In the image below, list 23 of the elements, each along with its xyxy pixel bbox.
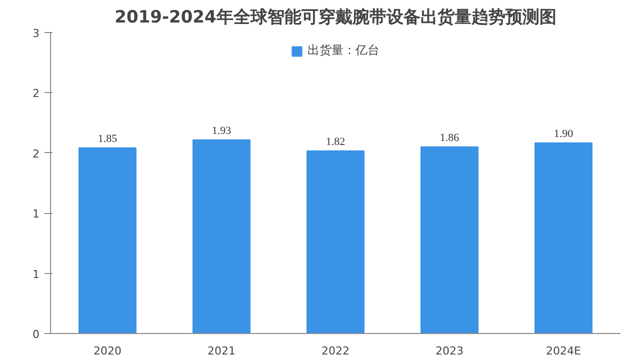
x-tick-label: 2020 — [94, 344, 122, 358]
data-label: 1.85 — [98, 132, 118, 145]
bar — [78, 147, 136, 334]
y-tick-label: 1 — [32, 208, 40, 221]
x-tick-label: 2022 — [322, 344, 350, 358]
y-tick-label: 2 — [32, 147, 40, 160]
x-tick-label: 2024E — [546, 344, 582, 358]
x-tick-label: 2021 — [208, 344, 236, 358]
bar — [534, 142, 592, 334]
chart-title: 2019-2024年全球智能可穿戴腕带设备出货量趋势预测图 — [114, 8, 556, 28]
y-tick-label: 0 — [32, 328, 40, 341]
legend-label: 出货量：亿台 — [308, 42, 380, 59]
bar — [306, 150, 364, 334]
y-tick-label: 1 — [32, 268, 40, 281]
y-tick-label: 3 — [32, 27, 40, 40]
y-tick-label: 2 — [32, 87, 40, 100]
data-label: 1.90 — [554, 128, 574, 140]
data-label: 1.93 — [212, 124, 232, 137]
bar — [420, 146, 478, 334]
bar — [192, 139, 250, 334]
x-tick-label: 2023 — [436, 344, 464, 358]
data-label: 1.82 — [326, 136, 346, 148]
data-label: 1.86 — [440, 132, 460, 144]
